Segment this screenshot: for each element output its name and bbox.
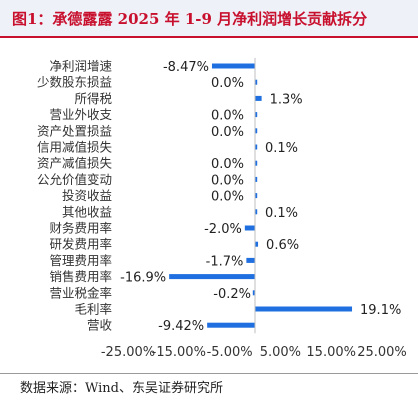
value-label: -0.2% <box>213 287 251 302</box>
bar <box>255 79 258 85</box>
category-label: 净利润增速 <box>49 59 112 74</box>
category-label: 财务费用率 <box>49 221 112 236</box>
value-label: 0.0% <box>211 157 244 172</box>
bar <box>169 274 255 280</box>
bar <box>255 112 258 118</box>
value-label: 1.3% <box>270 92 303 107</box>
x-tick-label: 15.00% <box>306 345 356 360</box>
category-label: 销售费用率 <box>49 269 112 284</box>
bar <box>255 95 262 101</box>
category-label: 少数股东损益 <box>37 75 112 90</box>
value-label: 0.6% <box>266 238 299 253</box>
chart-title: 图1：承德露露 2025 年 1-9 月净利润增长贡献拆分 <box>12 10 368 28</box>
bar <box>255 144 258 150</box>
value-label: 0.0% <box>211 173 244 188</box>
category-label: 信用减值损失 <box>37 140 113 155</box>
bar <box>207 322 255 328</box>
source-note: 数据来源：Wind、东吴证券研究所 <box>20 381 223 396</box>
category-label: 毛利率 <box>74 302 112 317</box>
value-label: 19.1% <box>360 303 401 318</box>
category-label: 其他收益 <box>62 204 112 219</box>
footer-divider <box>0 373 418 374</box>
value-label: 0.1% <box>265 206 298 221</box>
category-label: 管理费用率 <box>49 253 112 268</box>
category-label: 营业税金率 <box>49 285 112 300</box>
value-label: 0.0% <box>211 125 244 140</box>
bar <box>255 160 258 166</box>
category-label: 所得税 <box>74 91 112 106</box>
x-tick-label: -5.00% <box>207 345 253 360</box>
category-label: 投资收益 <box>62 188 112 203</box>
category-label: 研发费用率 <box>49 237 112 252</box>
value-label: -1.7% <box>206 254 244 269</box>
bar-chart: 净利润增速 -8.47% 少数股东损益 0.0% 所得税 1.3% 营业外收支 0.0% 资产处… <box>37 58 407 360</box>
category-label: 营收 <box>87 318 113 333</box>
category-label: 营业外收支 <box>49 107 112 122</box>
value-label: 0.1% <box>265 141 298 156</box>
value-label: -8.47% <box>163 60 209 75</box>
title-bar: 图1：承德露露 2025 年 1-9 月净利润增长贡献拆分 <box>0 0 418 38</box>
bar <box>255 176 258 182</box>
bar <box>255 306 353 312</box>
x-tick-label: -15.00% <box>152 345 206 360</box>
x-tick-label: -25.00% <box>101 345 155 360</box>
bar <box>255 193 258 199</box>
value-label: -2.0% <box>204 222 242 237</box>
x-tick-label: 5.00% <box>260 345 301 360</box>
category-label: 资产处置损益 <box>37 123 112 138</box>
bar <box>244 225 255 231</box>
bar <box>211 63 255 69</box>
value-label: 0.0% <box>211 109 244 124</box>
category-label: 公允价值变动 <box>37 172 112 187</box>
bar <box>255 241 259 247</box>
value-label: 0.0% <box>211 76 244 91</box>
value-label: 0.0% <box>211 190 244 205</box>
value-label: -9.42% <box>158 319 204 334</box>
bar <box>252 290 255 296</box>
category-label: 资产减值损失 <box>37 156 113 171</box>
bar <box>255 128 258 134</box>
bar <box>246 257 255 263</box>
x-tick-label: 25.00% <box>357 345 407 360</box>
bar <box>255 209 258 215</box>
value-label: -16.9% <box>120 271 166 286</box>
